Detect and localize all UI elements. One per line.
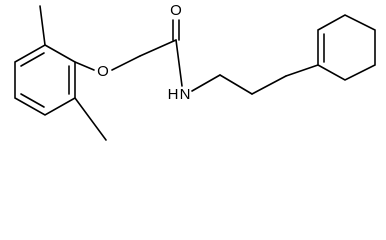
bond <box>251 75 287 95</box>
cyclohexene-ring <box>317 14 376 81</box>
atom-label: H <box>168 86 179 103</box>
ring-bonds <box>14 44 76 116</box>
atom-label: O <box>170 2 182 19</box>
methyl-bond <box>39 5 46 46</box>
bond <box>74 61 95 71</box>
bond <box>191 74 221 92</box>
bond <box>219 74 253 95</box>
bond <box>175 39 183 87</box>
aromatic-double-bond <box>20 52 45 67</box>
aromatic-double-bond <box>20 93 45 108</box>
benzene-ring <box>14 5 107 141</box>
ring-bonds <box>317 14 376 81</box>
methyl-bond <box>74 97 107 141</box>
bond <box>285 64 319 77</box>
atom-label: O <box>97 63 109 80</box>
bond <box>111 55 141 71</box>
atom-label: N <box>180 86 191 103</box>
linker-bonds <box>74 19 319 95</box>
molecule-diagram: O O N H <box>14 2 376 141</box>
bond <box>139 39 177 57</box>
